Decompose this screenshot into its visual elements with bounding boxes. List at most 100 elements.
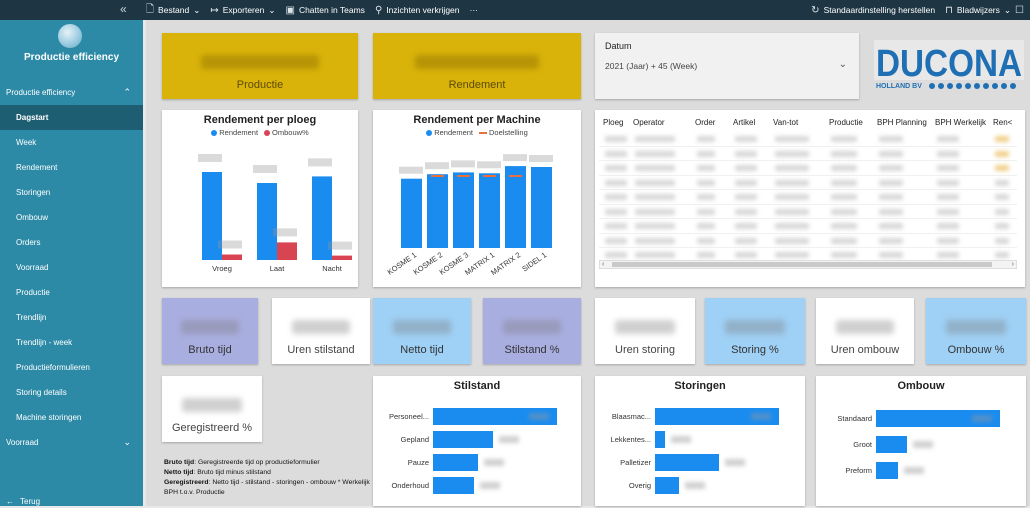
sidebar-item-dagstart[interactable]: Dagstart bbox=[0, 105, 143, 130]
table-row[interactable] bbox=[599, 161, 1017, 176]
kpi-value-redacted bbox=[835, 320, 895, 334]
table-row[interactable] bbox=[599, 176, 1017, 190]
export-menu-label: Exporteren bbox=[222, 5, 265, 15]
sidebar-item-trendlijn[interactable]: Trendlijn bbox=[0, 305, 143, 330]
kpi-netto-tijd[interactable]: Netto tijd bbox=[373, 298, 471, 364]
chevron-down-icon[interactable]: ⌄ bbox=[123, 437, 131, 447]
insights-label: Inzichten verkrijgen bbox=[386, 5, 460, 15]
table-row[interactable] bbox=[599, 132, 1017, 147]
kpi-value-redacted bbox=[946, 320, 1006, 334]
panel-icon[interactable]: ☐ bbox=[1015, 4, 1024, 16]
datum-slicer[interactable]: Datum 2021 (Jaar) + 45 (Week) ⌄ bbox=[595, 33, 859, 99]
reset-defaults-button[interactable]: ↻ Standaardinstelling herstellen bbox=[811, 5, 935, 16]
scroll-left-icon[interactable]: ‹ bbox=[602, 261, 605, 268]
bookmarks-menu[interactable]: ⊓ Bladwijzers ⌄ ☐ bbox=[945, 5, 1024, 16]
hbar-row[interactable]: Preform bbox=[816, 462, 1026, 479]
chart-rendement-per-ploeg[interactable]: Rendement per ploeg Rendement Ombouw% Vr… bbox=[162, 110, 358, 287]
hbar-row[interactable]: Personeel... bbox=[373, 408, 581, 425]
kpi-uren-storing[interactable]: Uren storing bbox=[595, 298, 695, 364]
sidebar-item-trendlijn-week[interactable]: Trendlijn - week bbox=[0, 330, 143, 355]
sidebar-item-label: Dagstart bbox=[16, 113, 49, 122]
scroll-right-icon[interactable]: › bbox=[1011, 261, 1014, 268]
table-row[interactable] bbox=[599, 234, 1017, 248]
column-header[interactable]: Van-tot bbox=[773, 118, 799, 127]
table-cell-redacted bbox=[605, 179, 627, 186]
table-cell-redacted bbox=[635, 150, 675, 157]
sidebar-item-label: Trendlijn - week bbox=[16, 338, 73, 347]
hbar-row[interactable]: Groot bbox=[816, 436, 1026, 453]
sidebar-item-voorraad[interactable]: Voorraad ⌄ bbox=[0, 430, 143, 455]
back-button[interactable]: ← Terug bbox=[6, 497, 40, 506]
chart-ombouw[interactable]: Ombouw Standaard Groot Preform bbox=[816, 376, 1026, 506]
hbar-row[interactable]: Pauze bbox=[373, 454, 581, 471]
export-menu[interactable]: ↦ Exporteren ⌄ bbox=[210, 5, 275, 16]
table-cell-redacted bbox=[879, 179, 903, 186]
x-tick-label: Laat bbox=[270, 264, 286, 273]
kpi-storing-[interactable]: Storing % bbox=[705, 298, 805, 364]
table-row[interactable] bbox=[599, 205, 1017, 219]
table-cell-redacted bbox=[735, 223, 757, 229]
chart-stilstand[interactable]: Stilstand Personeel... Gepland Pauze Onderh… bbox=[373, 376, 581, 506]
sidebar-item-storingen[interactable]: Storingen bbox=[0, 180, 143, 205]
sidebar-item-productie-efficiency[interactable]: Productie efficiency ⌃ bbox=[0, 80, 143, 105]
sidebar-item-productieformulieren[interactable]: Productieformulieren bbox=[0, 355, 143, 380]
storingen-bars: Blaasmac... Lekkentes... Palletizer Overig bbox=[595, 408, 805, 508]
kpi-ombouw-[interactable]: Ombouw % bbox=[926, 298, 1026, 364]
sidebar-item-storing-details[interactable]: Storing details bbox=[0, 380, 143, 405]
chevron-down-icon[interactable]: ⌄ bbox=[838, 59, 847, 70]
horizontal-scrollbar[interactable]: ‹ › bbox=[599, 260, 1017, 269]
file-menu[interactable]: 🗋 Bestand ⌄ bbox=[146, 2, 200, 19]
hbar-row[interactable]: Standaard bbox=[816, 410, 1026, 427]
insights-button[interactable]: ⚲ Inzichten verkrijgen bbox=[375, 5, 460, 16]
hbar-row[interactable]: Blaasmac... bbox=[595, 408, 805, 425]
sidebar-item-ombouw[interactable]: Ombouw bbox=[0, 205, 143, 230]
sidebar-item-week[interactable]: Week bbox=[0, 130, 143, 155]
hbar-row[interactable]: Gepland bbox=[373, 431, 581, 448]
column-header[interactable]: Artikel bbox=[733, 118, 756, 127]
toolbar-left: 🗋 Bestand ⌄ ↦ Exporteren ⌄ ▣ Chatten in Teams… bbox=[146, 0, 478, 20]
kpi-uren-stilstand[interactable]: Uren stilstand bbox=[272, 298, 370, 364]
column-header[interactable]: BPH Planning bbox=[877, 118, 927, 127]
hbar-row[interactable]: Lekkentes... bbox=[595, 431, 805, 448]
hbar-row[interactable]: Onderhoud bbox=[373, 477, 581, 494]
column-header[interactable]: Operator bbox=[633, 118, 665, 127]
arrow-left-icon: ← bbox=[6, 497, 14, 506]
kpi-bruto-tijd[interactable]: Bruto tijd bbox=[162, 298, 258, 364]
chart-rendement-per-machine[interactable]: Rendement per Machine Rendement Doelstel… bbox=[373, 110, 581, 287]
column-header[interactable]: BPH Werkelijk bbox=[935, 118, 986, 127]
kpi-stilstand-[interactable]: Stilstand % bbox=[483, 298, 581, 364]
scrollbar-thumb[interactable] bbox=[612, 262, 992, 267]
table-row[interactable] bbox=[599, 147, 1017, 161]
sidebar-item-orders[interactable]: Orders bbox=[0, 230, 143, 255]
chevron-up-icon[interactable]: ⌃ bbox=[123, 87, 131, 97]
bar-rendement bbox=[505, 166, 526, 248]
sidebar-item-voorraad[interactable]: Voorraad bbox=[0, 255, 143, 280]
sidebar-item-rendement[interactable]: Rendement bbox=[0, 155, 143, 180]
column-header[interactable]: Order bbox=[695, 118, 716, 127]
chart-storingen[interactable]: Storingen Blaasmac... Lekkentes... Palleti… bbox=[595, 376, 805, 506]
column-header[interactable]: Productie bbox=[829, 118, 863, 127]
teams-chat-button[interactable]: ▣ Chatten in Teams bbox=[285, 5, 364, 16]
table-cell-redacted bbox=[879, 136, 903, 142]
kpi-label: Bruto tijd bbox=[188, 344, 232, 356]
kpi-rendement[interactable]: Rendement bbox=[373, 33, 581, 99]
table-cell-redacted bbox=[697, 165, 715, 171]
hbar-row[interactable]: Palletizer bbox=[595, 454, 805, 471]
data-label-redacted bbox=[253, 165, 277, 173]
table-row[interactable] bbox=[599, 190, 1017, 205]
column-header[interactable]: Ren< bbox=[993, 118, 1013, 127]
hbar-row[interactable]: Overig bbox=[595, 477, 805, 494]
more-button[interactable]: ··· bbox=[470, 5, 479, 15]
kpi-geregistreerd[interactable]: Geregistreerd % bbox=[162, 376, 262, 442]
sidebar-item-productie[interactable]: Productie bbox=[0, 280, 143, 305]
chart-title: Rendement per ploeg bbox=[203, 114, 317, 126]
kpi-productie[interactable]: Productie bbox=[162, 33, 358, 99]
orders-table[interactable]: Ploeg Operator Order Artikel Van-tot Producti… bbox=[595, 110, 1025, 287]
table-row[interactable] bbox=[599, 219, 1017, 234]
table-cell-redacted bbox=[937, 252, 959, 258]
kpi-uren-ombouw[interactable]: Uren ombouw bbox=[816, 298, 914, 364]
sidebar-item-machine-storingen[interactable]: Machine storingen bbox=[0, 405, 143, 430]
column-header[interactable]: Ploeg bbox=[603, 118, 624, 127]
collapse-nav-icon[interactable]: « bbox=[120, 2, 127, 16]
kpi-label: Ombouw % bbox=[947, 344, 1005, 356]
